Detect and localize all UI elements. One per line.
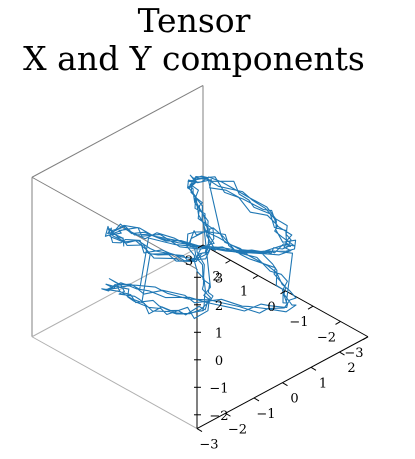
x-tick-label: −3 [344,346,363,361]
x-tick-label: 2 [212,269,220,284]
z-tick-label: −1 [209,381,228,396]
y-tick-mark [196,428,203,432]
y-tick-label: 2 [347,361,355,376]
chart-title-line-2: X and Y components [23,39,365,78]
pane-floor-edge-right [31,336,198,429]
y-tick-label: −3 [199,438,218,453]
chart-title: Tensor X and Y components [0,2,388,78]
x-tick-mark [280,290,286,295]
y-tick-label: −1 [256,407,275,422]
x-tick-mark [307,305,314,310]
pane-edge-top-left [31,85,204,178]
y-tick-mark [310,366,317,371]
y-tick-mark [225,412,231,417]
x-tick-mark [197,244,204,249]
y-tick-mark [253,397,260,402]
z-tick-label: 3 [215,271,223,286]
x-tick-label: 1 [240,285,248,300]
x-tick-label: −2 [317,330,336,345]
x-tick-label: −1 [289,315,308,330]
x-tick-mark [252,275,259,279]
y-tick-label: 0 [290,392,298,407]
y-tick-mark [282,382,288,387]
z-tick-label: 1 [215,326,223,341]
x-tick-mark [362,336,369,341]
y-tick-mark [339,351,345,356]
x-tick-label: 0 [267,300,275,315]
x-tick-mark [225,259,231,264]
y-tick-label: 1 [319,376,327,391]
series-line [101,174,297,320]
z-tick-label: −2 [209,409,228,424]
pane-edge-top-right [31,176,198,270]
x-tick-label: 3 [185,254,193,269]
z-tick-label: 0 [215,354,223,369]
chart-title-line-1: Tensor [137,1,251,40]
data-series [101,174,297,320]
z-tick-label: 2 [215,299,223,314]
x-tick-mark [335,321,341,325]
y-tick-label: −2 [228,422,247,437]
